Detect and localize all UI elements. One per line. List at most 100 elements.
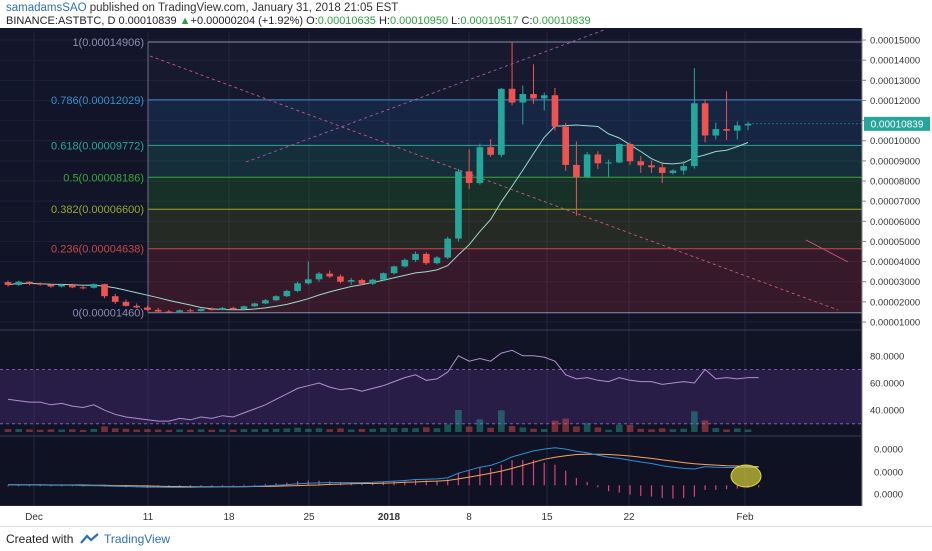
- candle[interactable]: [637, 156, 645, 173]
- candle-body[interactable]: [4, 282, 12, 285]
- candle[interactable]: [176, 309, 183, 313]
- candle[interactable]: [615, 143, 623, 164]
- candle-body[interactable]: [347, 280, 355, 282]
- candle-body[interactable]: [594, 154, 602, 164]
- candle[interactable]: [69, 283, 76, 289]
- candle-body[interactable]: [498, 88, 505, 155]
- candle[interactable]: [562, 122, 570, 171]
- candle[interactable]: [315, 272, 323, 282]
- candle-body[interactable]: [69, 284, 76, 288]
- candle[interactable]: [47, 283, 55, 288]
- candle[interactable]: [186, 308, 194, 312]
- candle[interactable]: [723, 91, 730, 140]
- candle[interactable]: [380, 272, 387, 281]
- candle-body[interactable]: [176, 310, 183, 312]
- candle-body[interactable]: [165, 311, 173, 313]
- candle-body[interactable]: [744, 123, 752, 126]
- candle-body[interactable]: [712, 129, 720, 136]
- candle-body[interactable]: [626, 143, 634, 162]
- candle-body[interactable]: [669, 170, 677, 173]
- candle-body[interactable]: [219, 307, 226, 310]
- candle-body[interactable]: [562, 126, 570, 165]
- candle[interactable]: [433, 255, 441, 265]
- candle-body[interactable]: [380, 273, 387, 280]
- candle-body[interactable]: [658, 167, 666, 173]
- candle[interactable]: [669, 169, 677, 175]
- candle-body[interactable]: [304, 279, 312, 284]
- candle[interactable]: [133, 303, 141, 309]
- candle[interactable]: [455, 168, 462, 242]
- candle-body[interactable]: [240, 306, 248, 310]
- candle[interactable]: [519, 85, 527, 125]
- candle[interactable]: [58, 284, 65, 288]
- candle-body[interactable]: [337, 276, 344, 282]
- candle[interactable]: [26, 281, 33, 286]
- candle[interactable]: [347, 278, 355, 285]
- candle-body[interactable]: [122, 301, 130, 306]
- candle[interactable]: [691, 68, 698, 169]
- candle-body[interactable]: [26, 281, 33, 284]
- candle[interactable]: [540, 92, 548, 111]
- candle[interactable]: [465, 149, 473, 190]
- candle[interactable]: [111, 293, 119, 304]
- candle-body[interactable]: [519, 94, 527, 103]
- candle[interactable]: [154, 307, 162, 313]
- candle[interactable]: [122, 299, 130, 307]
- candle[interactable]: [498, 87, 505, 158]
- candle-body[interactable]: [208, 309, 216, 311]
- candle-body[interactable]: [358, 280, 366, 284]
- fibonacci-retracement[interactable]: 1(0.00014906) 0.786(0.00012029) 0.618(0.00…: [51, 37, 862, 320]
- candle-body[interactable]: [315, 273, 323, 280]
- candle-body[interactable]: [15, 281, 23, 285]
- candle-body[interactable]: [90, 284, 98, 288]
- candle-body[interactable]: [583, 154, 591, 177]
- candle[interactable]: [551, 87, 559, 131]
- candle[interactable]: [422, 252, 430, 265]
- candle[interactable]: [369, 278, 376, 285]
- candle[interactable]: [648, 160, 655, 173]
- candle[interactable]: [573, 141, 580, 216]
- candle[interactable]: [229, 306, 237, 310]
- candle[interactable]: [208, 307, 216, 311]
- candle-body[interactable]: [455, 171, 462, 239]
- candle-body[interactable]: [36, 283, 44, 285]
- candle-body[interactable]: [508, 88, 516, 103]
- candle-body[interactable]: [605, 162, 612, 164]
- candle-body[interactable]: [390, 266, 398, 274]
- candle-body[interactable]: [573, 164, 580, 177]
- candle-body[interactable]: [283, 290, 291, 297]
- candle[interactable]: [90, 283, 98, 289]
- candle[interactable]: [15, 280, 23, 286]
- candle-body[interactable]: [476, 147, 484, 184]
- candle-body[interactable]: [465, 171, 473, 184]
- candle-body[interactable]: [637, 161, 645, 166]
- candle-body[interactable]: [540, 95, 548, 99]
- candle[interactable]: [36, 282, 44, 286]
- candle[interactable]: [605, 159, 612, 177]
- candle[interactable]: [626, 142, 634, 165]
- candle[interactable]: [744, 121, 752, 131]
- highlight-marker[interactable]: [730, 464, 762, 488]
- candle-body[interactable]: [412, 253, 419, 260]
- candle[interactable]: [444, 236, 452, 260]
- candle-body[interactable]: [186, 310, 194, 312]
- candle-body[interactable]: [551, 95, 559, 127]
- candle-body[interactable]: [79, 287, 87, 289]
- candle-body[interactable]: [229, 307, 237, 310]
- candle-body[interactable]: [401, 259, 409, 267]
- tradingview-brand-link[interactable]: TradingView: [104, 532, 171, 546]
- candle[interactable]: [508, 42, 516, 106]
- candle-body[interactable]: [326, 273, 334, 277]
- candle[interactable]: [680, 160, 687, 175]
- candle[interactable]: [326, 270, 334, 279]
- candle[interactable]: [701, 99, 709, 143]
- chart-canvas[interactable]: 1(0.00014906) 0.786(0.00012029) 0.618(0.00…: [0, 28, 932, 526]
- candle[interactable]: [712, 122, 720, 140]
- candle[interactable]: [658, 161, 666, 184]
- candle[interactable]: [583, 152, 591, 178]
- candle[interactable]: [390, 265, 398, 275]
- candle-body[interactable]: [47, 284, 55, 287]
- downtrend-line[interactable]: [149, 55, 839, 311]
- candle-body[interactable]: [723, 129, 730, 131]
- candle-body[interactable]: [680, 166, 687, 171]
